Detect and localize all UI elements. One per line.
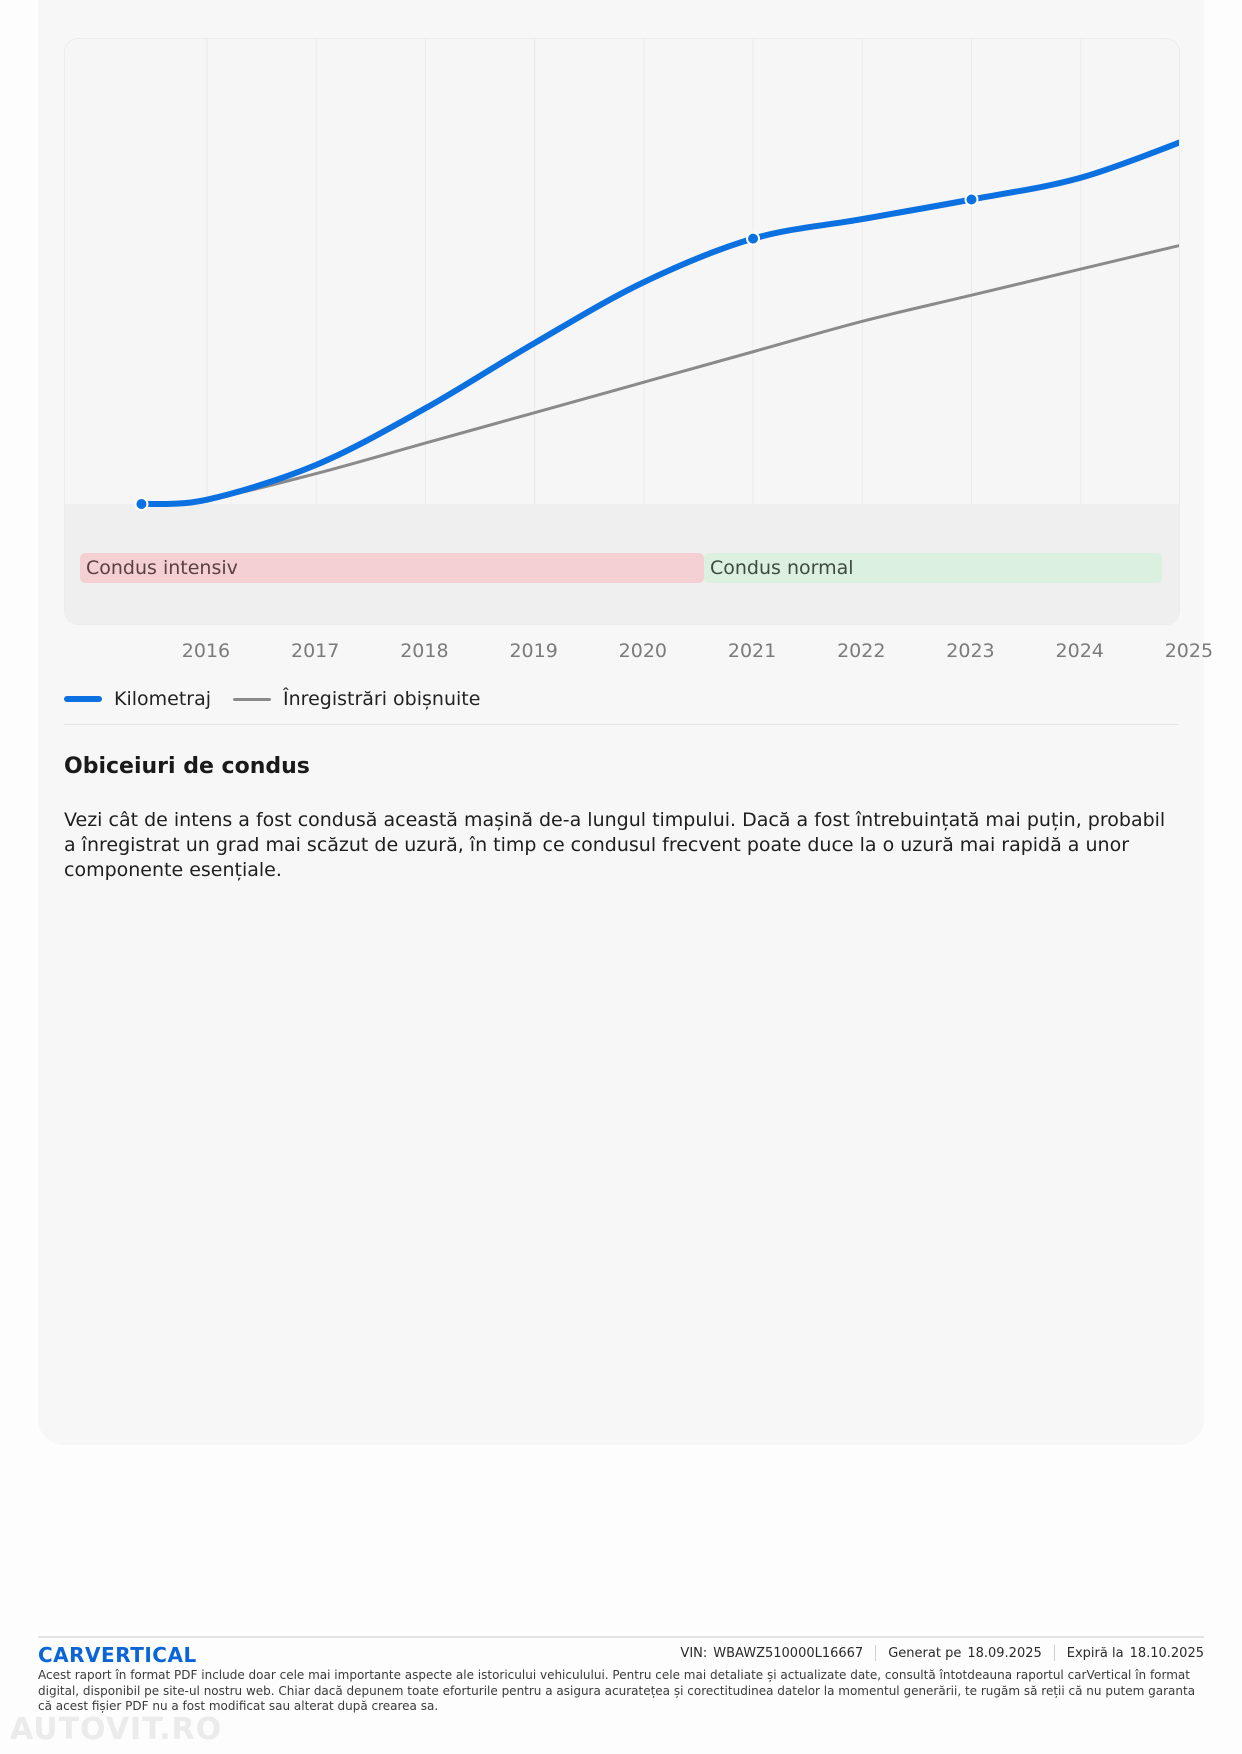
generated-date: 18.09.2025 — [967, 1645, 1042, 1661]
year-label-2022: 2022 — [837, 640, 886, 662]
year-label-2020: 2020 — [618, 640, 667, 662]
band-normal-driving: Condus normal — [704, 553, 1162, 583]
mileage-line — [138, 139, 1179, 508]
brand-logo: CARVERTICAL — [38, 1643, 197, 1667]
report-meta: VIN: WBAWZ510000L16667 Generat pe 18.09.… — [680, 1645, 1204, 1661]
disclaimer-text: Acest raport în format PDF include doar … — [38, 1668, 1196, 1713]
typical-legend-swatch — [233, 697, 272, 701]
mileage-chart-svg — [65, 39, 1179, 624]
vin-label: VIN: — [680, 1645, 708, 1661]
watermark: AUTOVIT.RO — [10, 1712, 223, 1747]
meta-separator — [875, 1645, 877, 1661]
section-description: Vezi cât de intens a fost condusă aceast… — [64, 809, 1166, 881]
year-label-2024: 2024 — [1055, 640, 1104, 662]
section-title: Obiceiuri de condus — [64, 754, 310, 779]
typical-records-line — [139, 244, 1179, 506]
vin-value: WBAWZ510000L16667 — [713, 1645, 864, 1661]
meta-separator — [1053, 1645, 1055, 1661]
year-label-2018: 2018 — [400, 640, 449, 662]
expires-label: Expiră la — [1066, 1645, 1124, 1661]
mileage-point-2 — [964, 192, 979, 207]
year-label-2016: 2016 — [181, 640, 231, 662]
footer-divider — [38, 1636, 1204, 1638]
year-label-2023: 2023 — [946, 640, 995, 662]
year-label-2019: 2019 — [509, 640, 558, 662]
year-label-2021: 2021 — [727, 640, 777, 662]
section-divider — [64, 724, 1178, 725]
mileage-chart — [64, 38, 1180, 625]
mileage-point-1 — [746, 231, 761, 246]
chart-legend: Kilometraj Înregistrări obișnuite — [64, 686, 480, 712]
mileage-point-0 — [134, 497, 149, 511]
year-label-2017: 2017 — [291, 640, 340, 662]
expires-date: 18.10.2025 — [1129, 1645, 1204, 1661]
year-label-2025: 2025 — [1164, 640, 1214, 662]
generated-label: Generat pe — [888, 1645, 962, 1661]
band-intensive-driving: Condus intensiv — [80, 553, 704, 583]
x-axis-years: 2016 2017 2018 2019 2020 2021 2022 2023 2024 2025 — [0, 640, 1242, 664]
mileage-legend-swatch — [64, 696, 102, 702]
mileage-legend-label: Kilometraj — [114, 688, 212, 710]
typical-legend-label: Înregistrări obișnuite — [283, 688, 481, 710]
